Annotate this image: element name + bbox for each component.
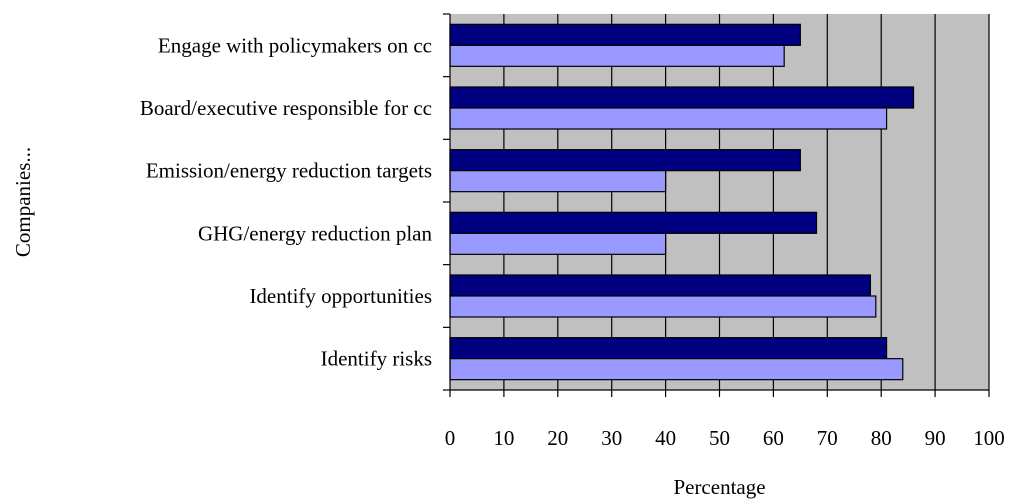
- bar-series-2: [449, 295, 877, 318]
- bar-series-1: [449, 23, 801, 46]
- y-axis-title: Companies...: [11, 147, 35, 257]
- bar-series-1: [449, 211, 818, 234]
- x-tick-label: 100: [973, 426, 1005, 450]
- bar-series-2: [449, 232, 667, 255]
- category-label: GHG/energy reduction plan: [198, 221, 433, 245]
- bar-series-2: [449, 44, 785, 67]
- bar-series-1: [449, 274, 872, 297]
- bar-series-2: [449, 170, 667, 193]
- x-tick-label: 10: [493, 426, 514, 450]
- category-label: Board/executive responsible for cc: [140, 96, 432, 120]
- x-tick-label: 60: [763, 426, 784, 450]
- x-tick-label: 0: [445, 426, 456, 450]
- x-tick-label: 50: [709, 426, 730, 450]
- x-tick-label: 20: [547, 426, 568, 450]
- bar-series-1: [449, 86, 915, 109]
- axes: [443, 13, 990, 397]
- x-tick-labels: 0 10 20 30 40 50 60 70 80 90 100: [445, 426, 1005, 450]
- gridlines: [503, 14, 990, 390]
- bar-series-2: [449, 358, 904, 381]
- category-label: Emission/energy reduction targets: [146, 159, 432, 183]
- x-tick-label: 70: [817, 426, 838, 450]
- category-label: Identify risks: [321, 347, 432, 371]
- category-label: Identify opportunities: [249, 284, 432, 308]
- bar-series-2: [449, 107, 888, 130]
- x-tick-label: 90: [925, 426, 946, 450]
- category-label: Engage with policymakers on cc: [158, 33, 432, 57]
- bar-series-1: [449, 149, 801, 172]
- category-labels: Engage with policymakers on cc Board/exec…: [140, 33, 433, 370]
- x-tick-label: 80: [871, 426, 892, 450]
- bar-series-1: [449, 337, 888, 360]
- x-tick-label: 30: [601, 426, 622, 450]
- x-axis-title: Percentage: [673, 475, 765, 499]
- bars: [449, 23, 915, 381]
- x-tick-label: 40: [655, 426, 676, 450]
